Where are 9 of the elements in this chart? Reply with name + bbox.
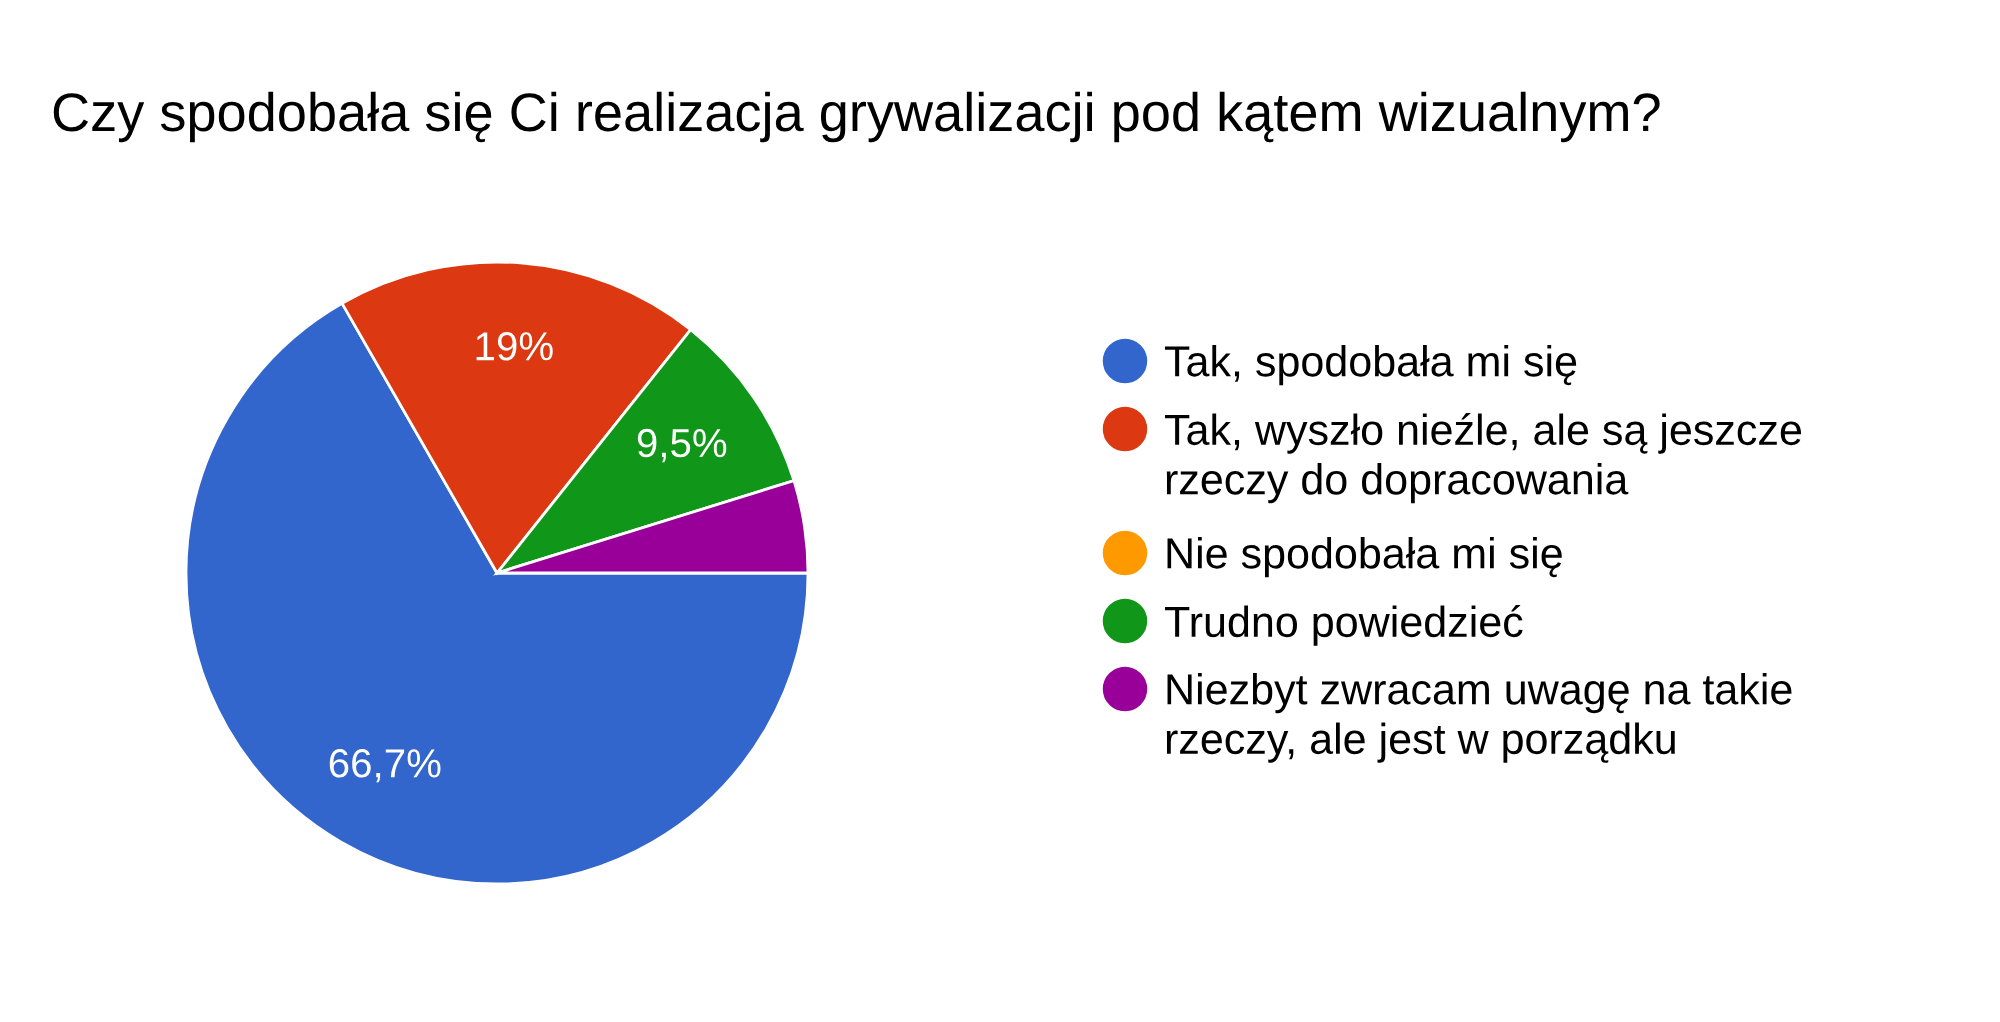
chart-title: Czy spodobała się Ci realizacja grywalizacji pod kątem wizualnym? [53, 91, 1660, 143]
legend-label: Tak, spodobała mi się [1164, 345, 1577, 386]
legend-label: Niezbyt zwracam uwagę na takie rzeczy, ale jest w porządku [1166, 673, 1792, 763]
legend-label: Tak, wyszło nieźle, ale są jeszcze rzeczy do dopracowania [1164, 413, 1801, 504]
legend-label: Nie spodobała mi się [1167, 537, 1562, 578]
data-label: 66,7% [329, 749, 441, 783]
data-label: 9,5% [637, 428, 727, 463]
legend-label: Trudno powiedzieć [1164, 605, 1523, 646]
data-label: 19% [476, 332, 553, 361]
